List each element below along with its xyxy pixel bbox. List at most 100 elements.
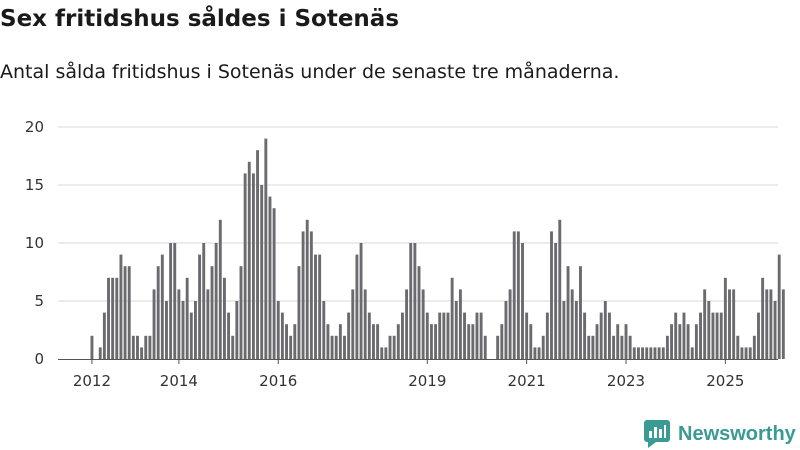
bar xyxy=(194,301,197,359)
bar xyxy=(131,335,135,359)
data-labels: 6 xyxy=(783,0,793,4)
bar xyxy=(152,289,156,359)
newsworthy-logo: Newsworthy xyxy=(644,420,796,448)
bar xyxy=(227,312,231,359)
bar xyxy=(376,324,380,359)
bar xyxy=(678,324,682,359)
y-tick-label: 10 xyxy=(25,234,44,252)
bar xyxy=(144,335,148,359)
bar xyxy=(777,254,781,359)
bar xyxy=(674,312,678,359)
bar xyxy=(781,289,785,359)
bar xyxy=(392,335,396,359)
bar xyxy=(694,324,698,359)
bar xyxy=(475,312,479,359)
bar xyxy=(562,301,566,359)
bar xyxy=(119,254,123,359)
bar xyxy=(239,266,243,359)
bar xyxy=(177,289,181,359)
bar xyxy=(202,243,206,359)
bar xyxy=(521,243,524,359)
bar xyxy=(189,312,193,359)
bar xyxy=(421,289,425,359)
bar xyxy=(757,312,760,359)
bar xyxy=(500,324,504,359)
bar xyxy=(330,335,334,359)
y-tick-label: 0 xyxy=(34,350,44,368)
bar xyxy=(156,266,160,359)
bar xyxy=(529,324,533,359)
bar xyxy=(210,266,214,359)
bar xyxy=(165,301,168,359)
bar xyxy=(703,289,707,359)
x-axis: 2012 2014 2016 2019 2021 2023 2025 xyxy=(58,359,778,390)
brand-name: Newsworthy xyxy=(678,422,796,445)
bar xyxy=(761,277,765,359)
bar xyxy=(231,335,235,359)
bar xyxy=(181,301,185,359)
bar xyxy=(396,324,400,359)
bar xyxy=(367,312,371,359)
bar xyxy=(566,266,570,359)
x-tick-label: 2014 xyxy=(160,372,198,390)
bar xyxy=(463,312,466,359)
bar xyxy=(322,301,326,359)
bar xyxy=(289,335,293,359)
bar xyxy=(173,243,177,359)
bar xyxy=(413,243,417,359)
bar xyxy=(467,324,471,359)
bar xyxy=(649,347,653,359)
bar xyxy=(773,301,777,359)
bar xyxy=(251,173,255,359)
bar xyxy=(347,312,351,359)
bar xyxy=(417,266,421,359)
bar xyxy=(185,277,189,359)
bar xyxy=(550,231,553,359)
x-tick-label: 2021 xyxy=(508,372,546,390)
bar xyxy=(744,347,748,359)
x-tick-label: 2012 xyxy=(73,372,111,390)
data-label: 6 xyxy=(783,0,793,4)
bar xyxy=(512,231,516,359)
bar xyxy=(198,254,202,359)
bar xyxy=(309,231,313,359)
bar xyxy=(450,277,454,359)
bar xyxy=(160,254,164,359)
bar xyxy=(454,301,458,359)
bar xyxy=(736,335,740,359)
bar xyxy=(624,324,628,359)
bar xyxy=(525,312,529,359)
bar xyxy=(533,347,537,359)
chart-title: Sex fritidshus såldes i Sotenäs xyxy=(0,6,400,32)
bar xyxy=(632,347,636,359)
bar xyxy=(657,347,661,359)
bar xyxy=(740,347,744,359)
bar xyxy=(243,173,247,359)
bar xyxy=(732,289,736,359)
x-tick-label: 2025 xyxy=(706,372,744,390)
bar xyxy=(612,335,616,359)
bar xyxy=(554,243,558,359)
bars xyxy=(90,138,785,359)
bar xyxy=(280,312,284,359)
bar xyxy=(583,312,587,359)
bar xyxy=(711,312,715,359)
bar xyxy=(318,254,322,359)
bar xyxy=(148,335,152,359)
x-tick-label: 2016 xyxy=(259,372,297,390)
bar xyxy=(326,324,330,359)
bar xyxy=(541,335,545,359)
bar xyxy=(293,324,297,359)
bar xyxy=(272,208,276,359)
bar xyxy=(558,219,562,359)
y-tick-label: 5 xyxy=(34,292,44,310)
bar xyxy=(355,254,359,359)
bar xyxy=(728,289,731,359)
bar xyxy=(719,312,723,359)
bar xyxy=(429,324,433,359)
bar xyxy=(401,312,404,359)
bar xyxy=(661,347,665,359)
bar xyxy=(765,289,769,359)
bar xyxy=(409,243,413,359)
bar xyxy=(636,347,640,359)
